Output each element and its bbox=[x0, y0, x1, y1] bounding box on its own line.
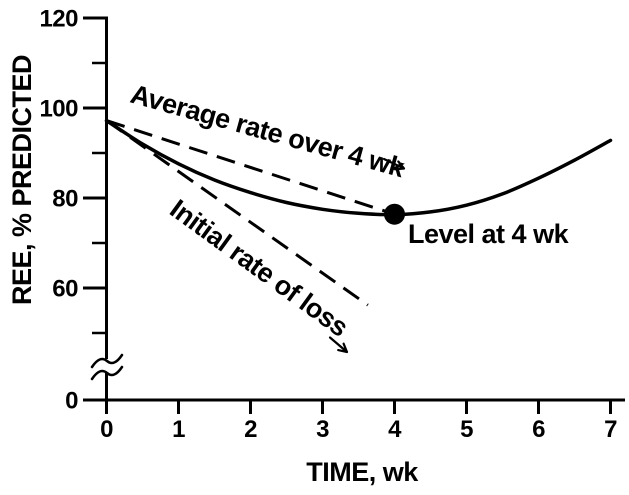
y-tick-label: 80 bbox=[52, 186, 78, 213]
x-tick-label: 6 bbox=[532, 416, 545, 443]
level-at-4wk-dot bbox=[384, 203, 405, 225]
x-tick-label: 5 bbox=[460, 416, 473, 443]
y-axis-title: REE, % PREDICTED bbox=[7, 55, 37, 305]
average-rate-line bbox=[106, 119, 395, 216]
x-tick-label: 3 bbox=[316, 416, 329, 443]
annotation-average-rate: Average rate over 4 wk bbox=[127, 79, 408, 184]
axis-break-icon bbox=[90, 365, 124, 381]
x-tick-label: 1 bbox=[172, 416, 185, 443]
annotation-level-at-4wk: Level at 4 wk bbox=[408, 219, 570, 249]
axis-break-icon bbox=[90, 353, 124, 369]
x-axis-title: TIME, wk bbox=[306, 457, 419, 487]
initial-rate-line bbox=[105, 119, 369, 307]
y-tick-label: 120 bbox=[39, 6, 78, 33]
x-tick-label: 4 bbox=[388, 416, 402, 443]
average-rate-arrow-icon bbox=[382, 157, 406, 171]
initial-rate-arrow-icon bbox=[328, 336, 349, 354]
annotation-initial-rate: Initial rate of loss bbox=[164, 194, 353, 343]
x-tick-label: 0 bbox=[100, 416, 113, 443]
ree-curve bbox=[104, 118, 613, 217]
y-tick-label: 0 bbox=[65, 388, 78, 415]
x-tick-label: 7 bbox=[604, 416, 617, 443]
y-tick-label: 60 bbox=[52, 276, 78, 303]
y-tick-label: 100 bbox=[39, 96, 78, 123]
x-tick-label: 2 bbox=[244, 416, 257, 443]
